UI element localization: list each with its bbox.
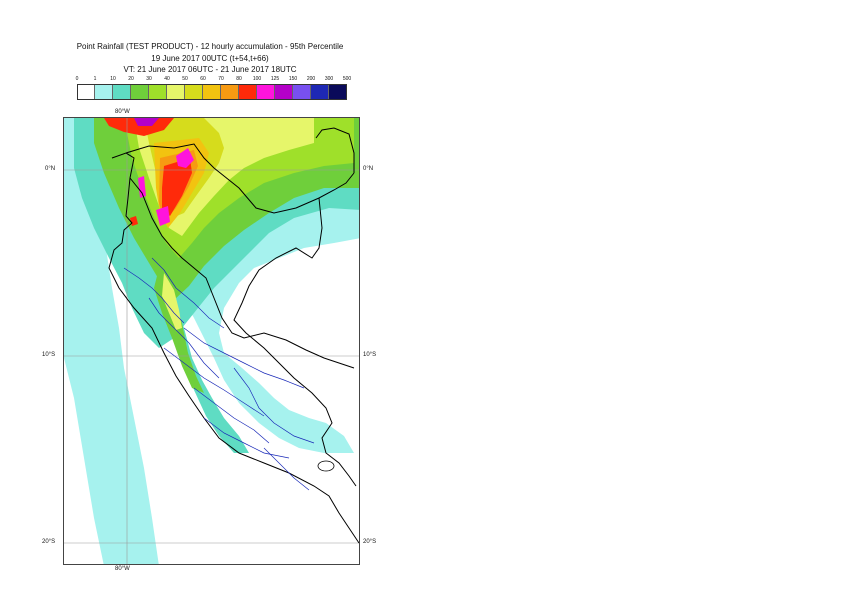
- lat-label-10s-left: 10°S: [42, 352, 56, 358]
- legend-tick-label: 1: [93, 76, 97, 82]
- legend-tick-label: 50: [182, 76, 188, 82]
- legend-swatch: [257, 84, 275, 100]
- run-time: 19 June 2017 00UTC (t+54,t+66): [151, 54, 269, 63]
- rain-band-100c: [138, 176, 146, 198]
- legend-swatch: [311, 84, 329, 100]
- map-title: Point Rainfall (TEST PRODUCT) - 12 hourl…: [76, 42, 344, 51]
- rain-band-north-purple: [134, 118, 159, 126]
- rain-band-80: [162, 158, 192, 216]
- legend-swatch: [293, 84, 311, 100]
- rainfall-map: [63, 117, 360, 565]
- legend-frame: [77, 84, 347, 100]
- lat-label-10s-right: 10°S: [363, 352, 377, 358]
- lat-label-20s-left: 20°S: [42, 539, 56, 545]
- legend-swatch: [131, 84, 149, 100]
- legend-tick-label: 70: [218, 76, 224, 82]
- legend-tick-label: 500: [342, 76, 352, 82]
- legend-swatch: [185, 84, 203, 100]
- legend-swatch: [221, 84, 239, 100]
- validity-time: VT: 21 June 2017 06UTC - 21 June 2017 18…: [123, 65, 297, 74]
- peru-brazil-border: [233, 197, 357, 487]
- legend-tick-label: 20: [128, 76, 134, 82]
- region-line-6: [233, 367, 315, 444]
- color-legend: 0 1 10 20 30 40 50 60 70 80 100 125 150 200 300 500: [75, 76, 351, 102]
- graticule: [64, 118, 359, 564]
- region-line-3: [148, 297, 220, 379]
- legend-swatch: [203, 84, 221, 100]
- legend-swatch: [167, 84, 185, 100]
- region-line-5: [193, 387, 270, 444]
- legend-tick-label: 300: [324, 76, 334, 82]
- legend-swatch: [113, 84, 131, 100]
- region-line-9: [263, 447, 310, 491]
- legend-tick-label: 60: [200, 76, 206, 82]
- region-line-8: [183, 327, 305, 389]
- lon-label-bottom: 80°W: [115, 566, 130, 572]
- legend-swatch: [77, 84, 95, 100]
- rain-band-north: [104, 118, 174, 136]
- legend-tick-label: 40: [164, 76, 170, 82]
- legend-tick-label: 200: [306, 76, 316, 82]
- map-canvas: [64, 118, 359, 564]
- legend-swatch: [239, 84, 257, 100]
- legend-swatch: [95, 84, 113, 100]
- lat-label-0-left: 0°N: [45, 166, 56, 172]
- brazil-border-east: [315, 127, 355, 173]
- legend-tick-label: 10: [110, 76, 116, 82]
- legend-tick-label: 80: [236, 76, 242, 82]
- coastline: [108, 152, 359, 544]
- colombia-ecuador-border: [125, 143, 355, 214]
- legend-swatch: [149, 84, 167, 100]
- rain-band-1b: [64, 208, 144, 564]
- country-borders: [108, 127, 359, 544]
- legend-tick-label: 150: [288, 76, 298, 82]
- region-line-2: [151, 257, 225, 329]
- region-line-4: [163, 347, 265, 417]
- legend-tick-label: 0: [75, 76, 79, 82]
- ecuador-peru-border: [129, 177, 355, 369]
- region-line-7: [203, 417, 290, 459]
- lat-label-20s-right: 20°S: [363, 539, 377, 545]
- region-line-1: [123, 267, 185, 324]
- regional-borders: [123, 257, 315, 491]
- lon-label-top: 80°W: [115, 109, 130, 115]
- lat-label-0-right: 0°N: [363, 166, 374, 172]
- legend-tick-label: 125: [270, 76, 280, 82]
- legend-tick-label: 100: [252, 76, 262, 82]
- legend-tick-label: 30: [146, 76, 152, 82]
- lake-titicaca: [317, 460, 335, 472]
- rain-band-100: [176, 148, 194, 168]
- legend-swatch: [275, 84, 293, 100]
- rain-band-100b: [156, 206, 170, 226]
